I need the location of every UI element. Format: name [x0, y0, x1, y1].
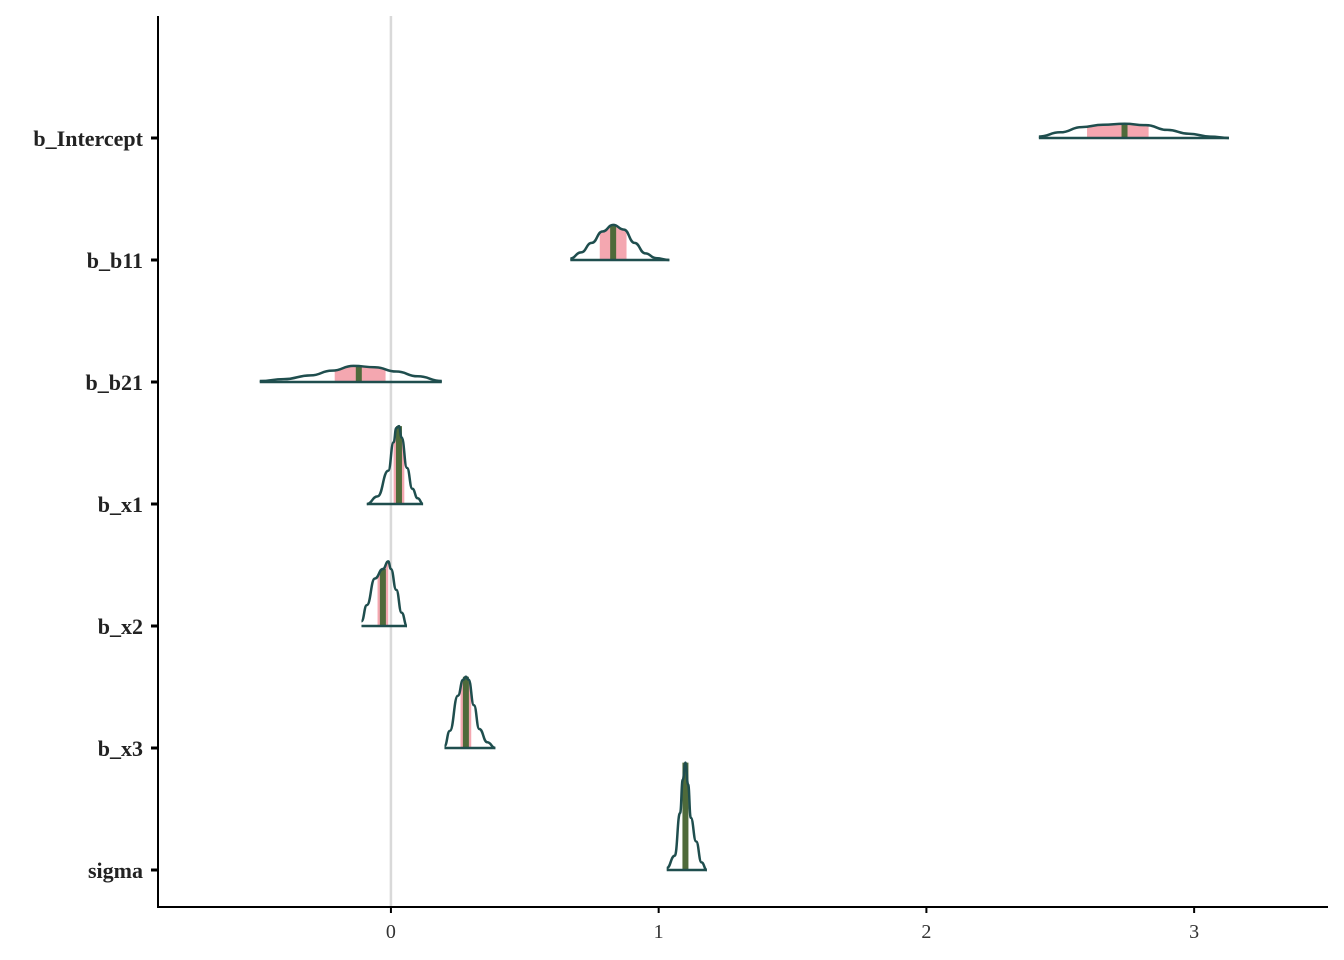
interval-fill-b_Intercept [1087, 123, 1149, 138]
density-outline-b_x2 [360, 560, 408, 628]
x-tick-label-0: 0 [386, 921, 396, 943]
ridge-b_x2 [360, 560, 408, 628]
x-tick-label-1: 1 [654, 921, 664, 943]
ridge-sigma [666, 761, 708, 872]
density-outline-b_x3 [443, 675, 496, 750]
x-tick-label-2: 2 [921, 921, 931, 943]
y-tick-label-b_x1: b_x1 [98, 492, 143, 517]
ridge-layer [259, 122, 1229, 872]
density-outline-b_x1 [366, 424, 424, 506]
ridge-b_x1 [366, 424, 424, 506]
y-tick-label-b_x3: b_x3 [98, 736, 143, 761]
ridge-b_Intercept [1038, 122, 1229, 140]
ridge-b_b11 [570, 223, 670, 262]
density-outline-b_b21 [259, 364, 442, 383]
y-tick-label-b_Intercept: b_Intercept [33, 126, 143, 151]
axis-layer [157, 16, 1328, 908]
x-tick-label-3: 3 [1189, 921, 1199, 943]
density-outline-b_Intercept [1038, 122, 1229, 140]
y-tick-label-b_x2: b_x2 [98, 614, 143, 639]
y-tick-label-b_b21: b_b21 [86, 370, 143, 395]
ridge-b_x3 [443, 675, 496, 750]
y-tick-label-b_b11: b_b11 [87, 248, 143, 273]
ridge-b_b21 [259, 364, 442, 384]
density-outline-sigma [666, 761, 708, 872]
y-tick-label-sigma: sigma [88, 858, 143, 883]
density-outline-b_b11 [570, 223, 670, 262]
